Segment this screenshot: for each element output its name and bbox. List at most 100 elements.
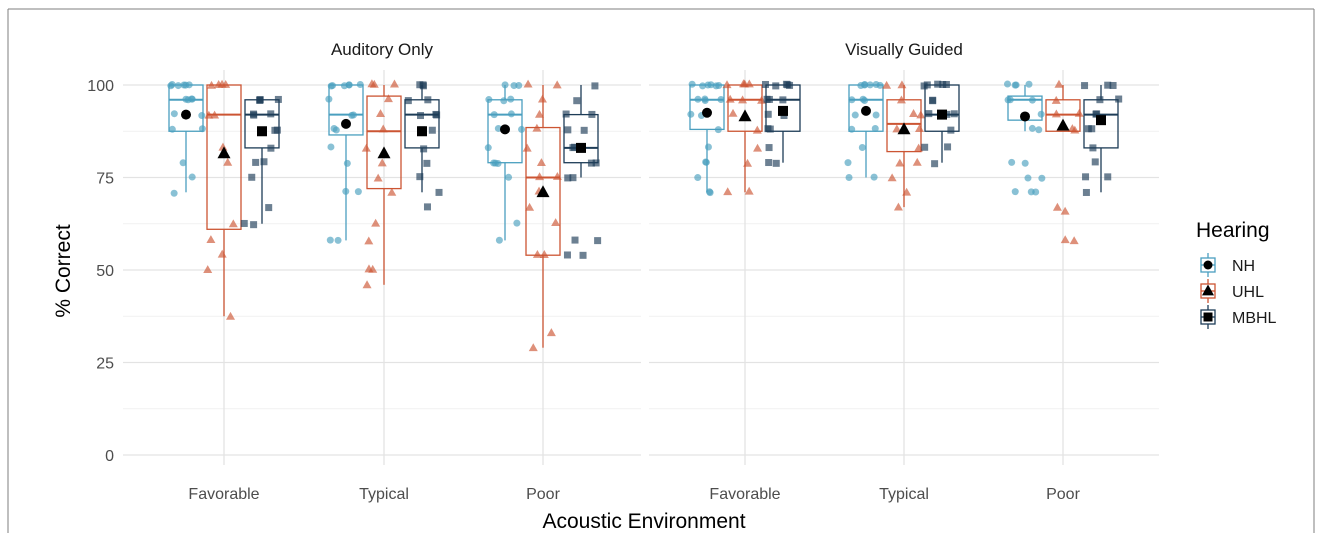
data-point <box>419 81 427 89</box>
legend: Hearing NH UHL MBHL <box>1196 219 1277 329</box>
data-point <box>1012 81 1020 89</box>
data-point <box>920 82 928 90</box>
box-uhl-favorable <box>722 79 767 196</box>
data-point <box>248 173 256 181</box>
legend-item-mbhl: MBHL <box>1200 305 1277 329</box>
data-point <box>592 159 600 167</box>
data-point <box>356 81 364 89</box>
legend-item-nh: NH <box>1200 253 1255 277</box>
data-point <box>851 111 859 119</box>
data-point <box>717 95 725 103</box>
data-point <box>342 187 350 195</box>
legend-item-uhl: UHL <box>1200 279 1264 303</box>
data-point <box>845 173 853 181</box>
data-point <box>485 96 493 104</box>
data-point <box>723 187 733 196</box>
box-mbhl-poor <box>562 82 602 259</box>
data-point <box>925 110 933 118</box>
data-point <box>546 328 556 337</box>
data-point <box>179 159 187 167</box>
data-point <box>217 249 227 258</box>
data-point <box>167 82 175 90</box>
data-point <box>564 174 572 182</box>
data-point <box>170 110 178 118</box>
data-point <box>882 80 892 89</box>
x-tick-label: Favorable <box>709 486 780 503</box>
data-point <box>256 96 264 104</box>
data-point <box>1089 144 1097 152</box>
data-point <box>490 111 498 119</box>
data-point <box>343 159 351 167</box>
data-point <box>500 97 508 105</box>
data-point <box>772 159 780 167</box>
data-point <box>1051 95 1061 104</box>
box-nh-favorable <box>687 80 725 197</box>
data-point <box>1060 206 1070 215</box>
data-point <box>587 159 595 167</box>
data-point <box>766 125 774 133</box>
data-point <box>571 143 579 151</box>
x-axis-title: Acoustic Environment <box>542 510 745 533</box>
data-point <box>207 80 217 89</box>
data-point <box>1052 202 1062 211</box>
data-point <box>1092 110 1100 118</box>
facet-strip-label: Auditory Only <box>331 40 434 59</box>
box-iqr <box>366 95 402 190</box>
data-point <box>743 158 753 167</box>
data-point <box>226 311 236 320</box>
mean-marker <box>937 109 947 120</box>
mean-marker <box>1056 118 1070 131</box>
data-point <box>916 110 926 119</box>
data-point <box>327 143 335 151</box>
mean-marker <box>897 122 911 135</box>
data-point <box>944 143 952 151</box>
data-point <box>1051 109 1061 118</box>
data-point <box>354 188 362 196</box>
data-point <box>704 143 712 151</box>
data-point <box>725 94 735 103</box>
data-point <box>909 109 919 117</box>
data-point <box>260 158 268 166</box>
data-point <box>722 80 732 89</box>
data-point <box>728 108 738 117</box>
data-point <box>765 159 773 167</box>
mean-marker <box>417 126 427 137</box>
data-point <box>688 80 696 88</box>
chart-marks <box>167 79 1123 352</box>
data-point <box>942 80 950 88</box>
data-point <box>594 237 602 245</box>
data-point <box>518 125 526 133</box>
legend-title: Hearing <box>1196 219 1270 242</box>
box-uhl-favorable <box>203 79 242 320</box>
data-point <box>763 95 771 103</box>
data-point <box>844 159 852 167</box>
data-point <box>404 97 412 105</box>
data-point <box>364 236 374 245</box>
data-point <box>198 125 206 133</box>
data-point <box>1038 174 1046 182</box>
data-point <box>859 95 867 103</box>
data-point <box>552 80 562 89</box>
mean-marker <box>576 142 586 153</box>
data-point <box>1084 125 1092 133</box>
data-point <box>912 157 922 166</box>
data-point <box>170 189 178 197</box>
data-point <box>931 160 939 168</box>
data-point <box>887 173 897 182</box>
data-point <box>861 81 869 89</box>
data-point <box>252 158 260 166</box>
data-point <box>387 187 397 196</box>
data-point <box>367 79 377 88</box>
data-point <box>1021 159 1029 167</box>
data-point <box>1115 95 1123 103</box>
data-point <box>537 94 547 103</box>
data-point <box>848 96 856 104</box>
data-point <box>1081 82 1089 90</box>
y-tick-labels: 0 25 50 75 100 <box>87 78 114 465</box>
data-point <box>228 219 238 228</box>
data-point <box>539 250 549 258</box>
data-point <box>371 218 381 227</box>
data-point <box>772 82 780 90</box>
data-point <box>273 126 281 134</box>
